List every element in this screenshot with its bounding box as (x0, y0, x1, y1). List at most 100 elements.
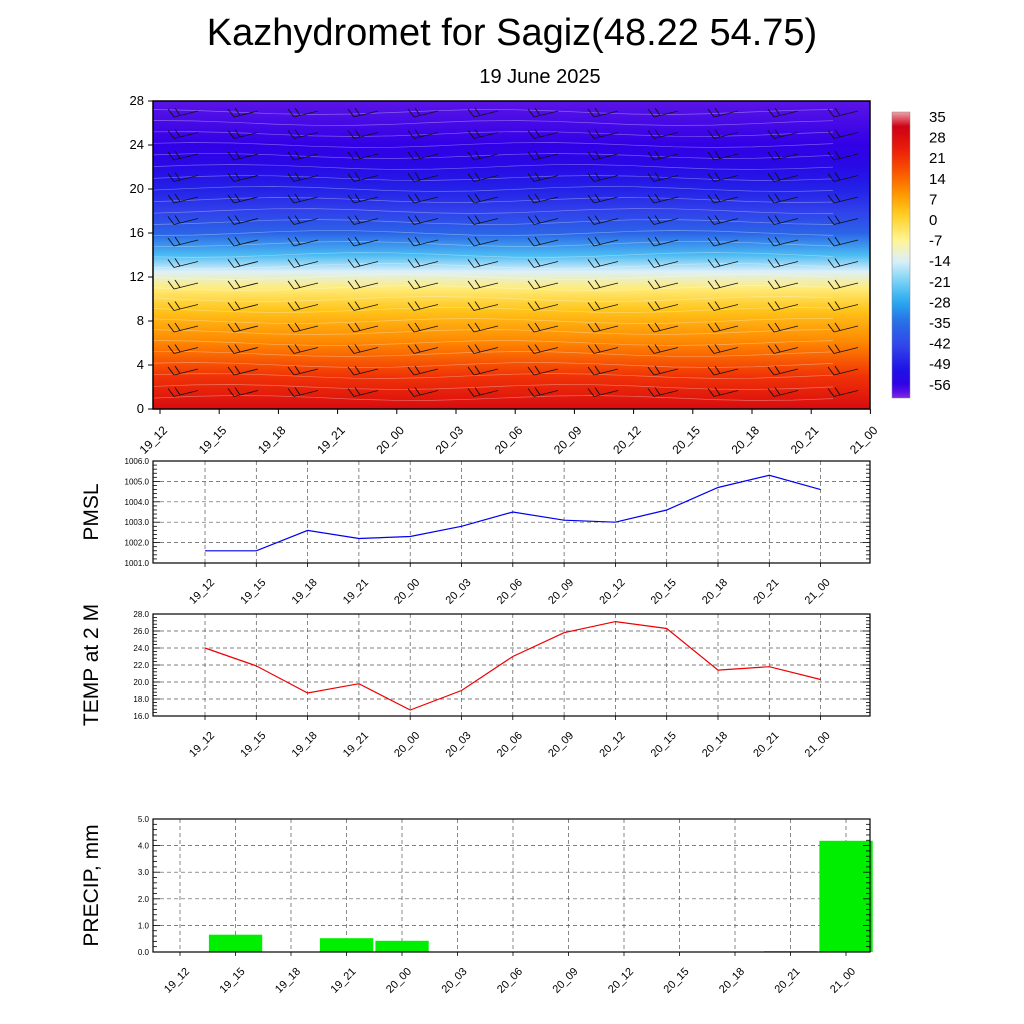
wind-barb (527, 301, 559, 311)
precip-bar (819, 840, 873, 952)
wind-barb (767, 236, 799, 247)
colorbar-label: 21 (929, 150, 946, 167)
wind-barb (647, 236, 679, 247)
wind-barb (467, 172, 499, 182)
colorbar-label: 0 (929, 212, 937, 229)
x-tick-label: 21_00 (828, 966, 858, 996)
y-tick-label: 24.0 (133, 644, 149, 653)
pmsl-panel: 1001.0 1002.0 1003.0 1004.0 1005.0 1006.0 19_1… (80, 457, 871, 607)
heatmap-y-tick-label: 12 (130, 269, 144, 284)
wind-barb (287, 301, 319, 311)
wind-barb (527, 172, 559, 182)
contour-line (152, 329, 834, 335)
wind-barb (227, 258, 259, 268)
wind-barb (767, 387, 799, 397)
contour-line (152, 142, 834, 148)
wind-barb (167, 215, 199, 225)
heatmap-x-tick-label: 20_21 (788, 423, 822, 457)
contour-line (152, 164, 834, 170)
wind-barb (827, 365, 859, 376)
wind-barb (467, 301, 499, 311)
wind-barb (407, 344, 439, 354)
wind-barb (647, 258, 679, 268)
wind-barb (647, 279, 679, 290)
x-tick-label: 20_15 (662, 966, 692, 996)
wind-barb (287, 193, 319, 204)
colorbar-labels: 35 28 21 14 7 0 -7 -14 -21 -28 -35 -42 -49 -56 (929, 109, 951, 394)
wind-barb (647, 387, 679, 397)
precip-panel: 0.0 1.0 2.0 3.0 4.0 5.0 19_12 19_15 19_18 19_21 20… (80, 815, 873, 996)
wind-barb (767, 129, 799, 139)
y-tick-label: 1001.0 (125, 559, 150, 568)
colorbar-label: -28 (929, 294, 951, 311)
heatmap-x-axis: 19_12 19_15 19_18 19_21 20_00 20_03 20_06 20_09… (137, 409, 881, 457)
wind-barb (827, 279, 859, 290)
wind-barb (347, 258, 379, 268)
colorbar-label: 7 (929, 191, 937, 208)
wind-barb (707, 172, 739, 182)
wind-barb (467, 322, 499, 333)
panel-frame (152, 818, 871, 953)
wind-barb (347, 365, 379, 376)
contour-line (152, 230, 834, 236)
temp-panel: 16.0 18.0 20.0 22.0 24.0 26.0 28.0 19_12 19_15 19… (80, 604, 871, 760)
wind-barb (587, 344, 619, 354)
wind-barb (587, 301, 619, 311)
wind-barb (347, 279, 379, 290)
x-tick-label: 19_21 (329, 966, 359, 996)
colorbar-label: -49 (929, 356, 951, 373)
wind-barb (347, 193, 379, 204)
wind-barb (527, 365, 559, 376)
wind-barb (827, 172, 859, 182)
x-tick-label: 21_00 (803, 577, 833, 607)
wind-barb (827, 193, 859, 204)
heatmap-x-tick-label: 20_12 (610, 423, 644, 457)
colorbar-label: -14 (929, 253, 951, 270)
wind-barb (467, 387, 499, 397)
y-axis-label: TEMP at 2 M (80, 604, 103, 726)
colorbar: 35 28 21 14 7 0 -7 -14 -21 -28 -35 -42 -49 -56 (891, 109, 951, 399)
wind-barb (767, 344, 799, 354)
wind-barb (167, 236, 199, 247)
x-tick-label: 20_18 (700, 730, 730, 760)
wind-barb (587, 107, 619, 118)
x-tick-label: 19_15 (238, 577, 268, 607)
wind-barb (287, 150, 319, 161)
contour-line (152, 219, 834, 225)
wind-barb (647, 215, 679, 225)
wind-barb (287, 258, 319, 268)
heatmap-y-tick-label: 0 (137, 401, 144, 416)
wind-barb (527, 279, 559, 290)
wind-barb (647, 150, 679, 161)
wind-barb (527, 387, 559, 397)
x-tick-label: 19_18 (290, 730, 320, 760)
heatmap-y-tick-label: 24 (130, 137, 144, 152)
x-tick-label: 21_00 (803, 730, 833, 760)
wind-barb (467, 258, 499, 268)
x-tick-label: 20_21 (751, 577, 781, 607)
x-tick-label: 20_12 (597, 730, 627, 760)
x-tick-label: 19_21 (341, 730, 371, 760)
wind-barb (167, 387, 199, 397)
wind-barb (827, 107, 859, 118)
x-tick-label: 20_09 (546, 730, 576, 760)
wind-barb (347, 301, 379, 311)
wind-barb (227, 236, 259, 247)
wind-barb (527, 258, 559, 268)
wind-barb (767, 107, 799, 118)
wind-barb (407, 279, 439, 290)
heatmap-x-tick-label: 20_03 (433, 423, 467, 457)
page-subtitle: 19 June 2025 (479, 66, 601, 88)
wind-barb (647, 107, 679, 118)
heatmap-frame (152, 100, 871, 410)
wind-barb (647, 322, 679, 333)
wind-barb (587, 172, 619, 182)
x-tick-label: 20_09 (546, 577, 576, 607)
wind-barb (707, 215, 739, 225)
y-tick-label: 2.0 (138, 895, 150, 904)
contour-line (152, 186, 834, 192)
wind-barb (407, 193, 439, 204)
wind-barb (587, 150, 619, 161)
wind-barb (707, 301, 739, 311)
colorbar-label: -21 (929, 274, 951, 291)
